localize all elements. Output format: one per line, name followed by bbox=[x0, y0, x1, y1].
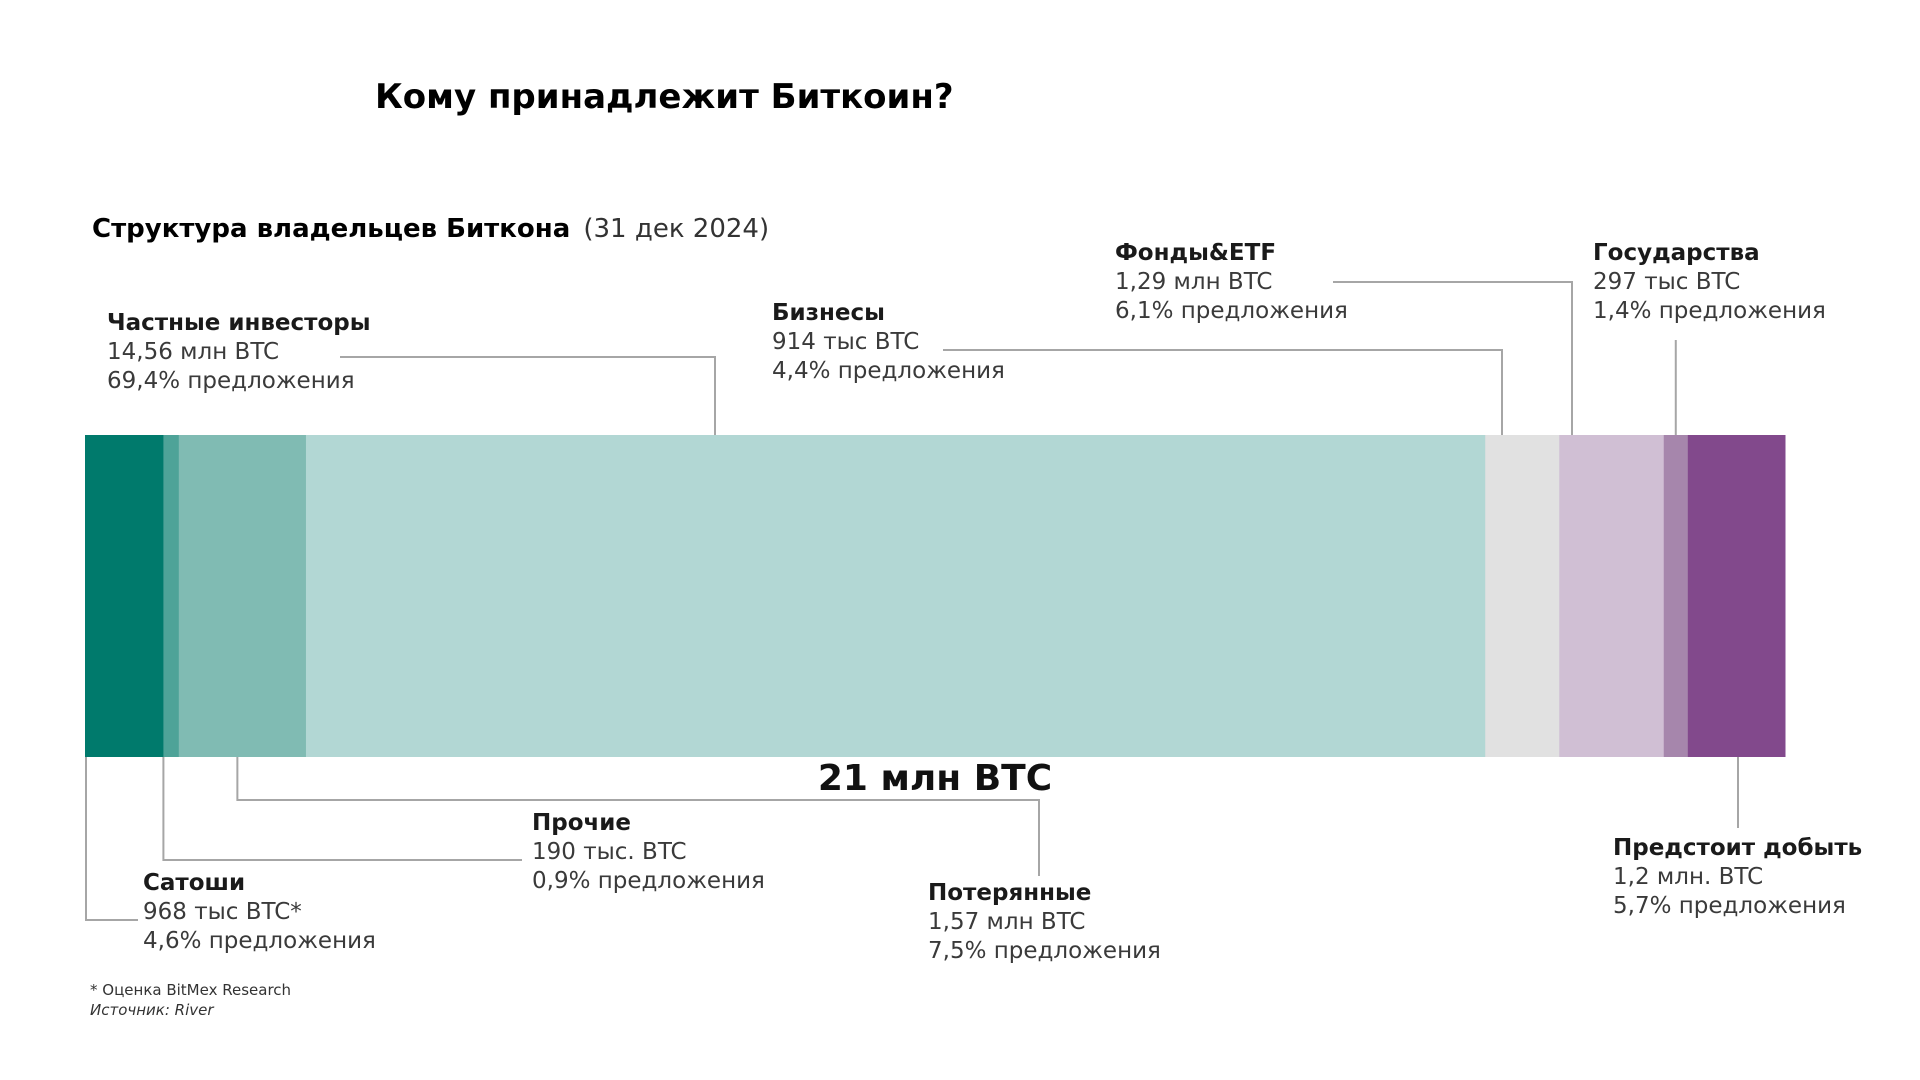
bar-segment-funds bbox=[1559, 435, 1665, 757]
leader-other bbox=[162, 757, 522, 861]
footnote: * Оценка BitMex Research bbox=[90, 981, 291, 999]
source-note: Источник: River bbox=[90, 1001, 214, 1019]
label-gov-line1: 297 тыс BTC bbox=[1593, 269, 1740, 295]
bar-segment-business bbox=[1485, 435, 1560, 757]
label-satoshi: Сатоши 968 тыс BTC* 4,6% предложения bbox=[143, 870, 376, 954]
label-gov: Государства 297 тыс BTC 1,4% предложения bbox=[1593, 240, 1826, 324]
label-lost-name: Потерянные bbox=[928, 880, 1091, 906]
label-gov-name: Государства bbox=[1593, 240, 1760, 266]
subtitle-main: Структура владельцев Биткона bbox=[92, 214, 570, 244]
chart-subtitle: Структура владельцев Биткона (31 дек 202… bbox=[92, 214, 769, 244]
bar-segment-gov bbox=[1663, 435, 1689, 757]
label-funds-line1: 1,29 млн BTC bbox=[1115, 269, 1272, 295]
label-lost-line1: 1,57 млн BTC bbox=[928, 909, 1085, 935]
label-other-line2: 0,9% предложения bbox=[532, 868, 765, 894]
subtitle-date: (31 дек 2024) bbox=[583, 214, 769, 244]
label-gov-line2: 1,4% предложения bbox=[1593, 298, 1826, 324]
label-funds-name: Фонды&ETF bbox=[1115, 240, 1276, 266]
label-other-line1: 190 тыс. BTC bbox=[532, 839, 687, 865]
bar-segment-lost bbox=[178, 435, 307, 757]
leader-satoshi bbox=[85, 757, 138, 921]
label-business-name: Бизнесы bbox=[772, 300, 885, 326]
label-private-line1: 14,56 млн BTC bbox=[107, 339, 279, 365]
chart-title: Кому принадлежит Биткоин? bbox=[375, 77, 954, 117]
label-satoshi-line2: 4,6% предложения bbox=[143, 928, 376, 954]
leader-lost bbox=[236, 757, 1040, 876]
leader-lines bbox=[85, 281, 1739, 921]
leader-business bbox=[943, 349, 1503, 435]
bar-segment-other bbox=[163, 435, 180, 757]
label-tomine-line1: 1,2 млн. BTC bbox=[1613, 864, 1763, 890]
label-private-line2: 69,4% предложения bbox=[107, 368, 355, 394]
label-tomine-name: Предстоит добыть bbox=[1613, 835, 1862, 861]
label-funds-line2: 6,1% предложения bbox=[1115, 298, 1348, 324]
label-tomine: Предстоит добыть 1,2 млн. BTC 5,7% предлож… bbox=[1613, 835, 1862, 919]
label-business: Бизнесы 914 тыс BTC 4,4% предложения bbox=[772, 300, 1005, 384]
bar-segment-satoshi bbox=[85, 435, 164, 757]
label-other-name: Прочие bbox=[532, 810, 631, 836]
label-other: Прочие 190 тыс. BTC 0,9% предложения bbox=[532, 810, 765, 894]
label-satoshi-name: Сатоши bbox=[143, 870, 245, 896]
label-funds: Фонды&ETF 1,29 млн BTC 6,1% предложения bbox=[1115, 240, 1348, 324]
bar-segment-private bbox=[305, 435, 1486, 757]
leader-private bbox=[340, 356, 716, 435]
bar-segment-tomine bbox=[1687, 435, 1786, 757]
leader-funds bbox=[1333, 281, 1573, 435]
segment-labels: Сатоши 968 тыс BTC* 4,6% предложения Прочие… bbox=[107, 240, 1862, 964]
label-private: Частные инвесторы 14,56 млн BTC 69,4% пред… bbox=[107, 310, 371, 394]
label-business-line2: 4,4% предложения bbox=[772, 358, 1005, 384]
label-satoshi-line1: 968 тыс BTC* bbox=[143, 899, 302, 925]
label-business-line1: 914 тыс BTC bbox=[772, 329, 919, 355]
label-private-name: Частные инвесторы bbox=[107, 310, 371, 336]
total-label: 21 млн BTC bbox=[818, 758, 1052, 799]
label-lost-line2: 7,5% предложения bbox=[928, 938, 1161, 964]
stacked-bar bbox=[85, 435, 1786, 757]
label-lost: Потерянные 1,57 млн BTC 7,5% предложения bbox=[928, 880, 1161, 964]
label-tomine-line2: 5,7% предложения bbox=[1613, 893, 1846, 919]
